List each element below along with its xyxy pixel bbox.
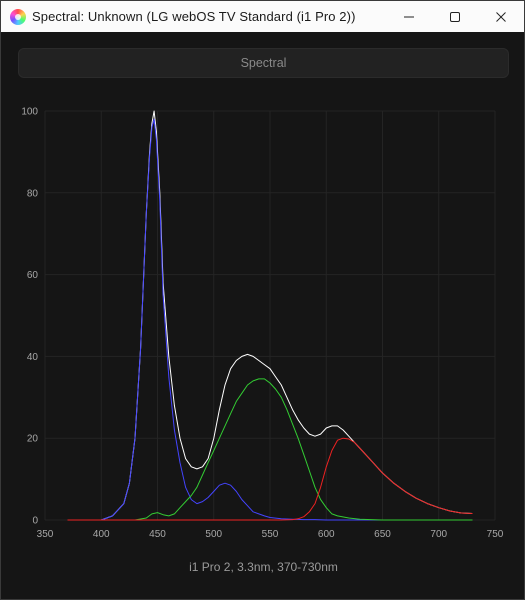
x-tick-label: 450 <box>149 529 166 540</box>
x-tick-label: 500 <box>205 529 222 540</box>
y-tick-label: 40 <box>27 352 39 363</box>
title-bar[interactable]: Spectral: Unknown (LG webOS TV Standard … <box>1 1 524 32</box>
x-tick-label: 400 <box>93 529 110 540</box>
minimize-button[interactable] <box>386 1 432 32</box>
spectral-button[interactable]: Spectral <box>18 48 509 78</box>
x-tick-label: 600 <box>318 529 335 540</box>
y-tick-label: 60 <box>27 270 39 281</box>
window-title: Spectral: Unknown (LG webOS TV Standard … <box>32 9 356 24</box>
spectral-chart: 350 400 450 500 550 600 650 700 750 0 20 40 60 80 100 <box>21 107 504 541</box>
spectral-app-icon <box>10 8 26 25</box>
y-tick-label: 20 <box>27 434 39 445</box>
x-tick-label: 650 <box>374 529 391 540</box>
y-tick-label: 100 <box>21 107 38 118</box>
series-line-3 <box>67 437 473 521</box>
x-tick-label: 750 <box>487 529 504 540</box>
x-tick-label: 550 <box>262 529 279 540</box>
instrument-label: i1 Pro 2, 3.3nm, 370-730nm <box>189 560 338 574</box>
y-tick-label: 0 <box>32 516 38 527</box>
y-tick-label: 80 <box>27 188 39 199</box>
maximize-icon <box>450 11 460 22</box>
close-icon <box>496 11 506 22</box>
x-tick-label: 700 <box>430 529 447 540</box>
maximize-button[interactable] <box>432 1 478 32</box>
window-controls <box>386 1 524 32</box>
minimize-icon <box>404 16 414 17</box>
x-tick-label: 350 <box>37 529 54 540</box>
series-line-2 <box>67 378 473 521</box>
close-button[interactable] <box>478 1 524 32</box>
